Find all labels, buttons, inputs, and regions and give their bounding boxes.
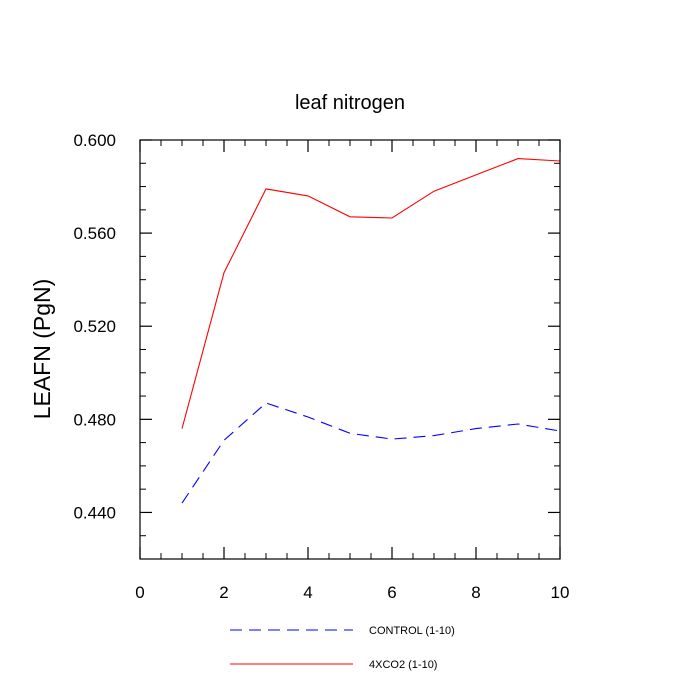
y-tick-label: 0.600	[73, 131, 116, 150]
x-tick-label: 2	[219, 583, 228, 602]
x-tick-label: 8	[471, 583, 480, 602]
y-tick-label: 0.480	[73, 410, 116, 429]
x-tick-label: 6	[387, 583, 396, 602]
x-tick-label: 4	[303, 583, 312, 602]
y-axis-label: LEAFN (PgN)	[29, 279, 55, 420]
x-tick-label: 10	[551, 583, 570, 602]
plot-lines	[181, 158, 561, 504]
plot-frame	[139, 139, 561, 560]
legend: CONTROL (1-10) 4XCO2 (1-10)	[230, 625, 455, 671]
series-line-4xco2	[181, 158, 561, 429]
x-tick-label: 0	[135, 583, 144, 602]
legend-label: CONTROL (1-10)	[369, 625, 455, 637]
chart-title: leaf nitrogen	[295, 92, 405, 114]
y-tick-label: 0.520	[73, 317, 116, 336]
tick-labels: 0 2 4 6 8 10 0.440 0.480 0.520 0.560 0.600	[73, 131, 569, 602]
y-tick-label: 0.560	[73, 224, 116, 243]
legend-label: 4XCO2 (1-10)	[369, 659, 437, 671]
y-tick-label: 0.440	[73, 503, 116, 522]
series-line-control	[181, 402, 561, 504]
